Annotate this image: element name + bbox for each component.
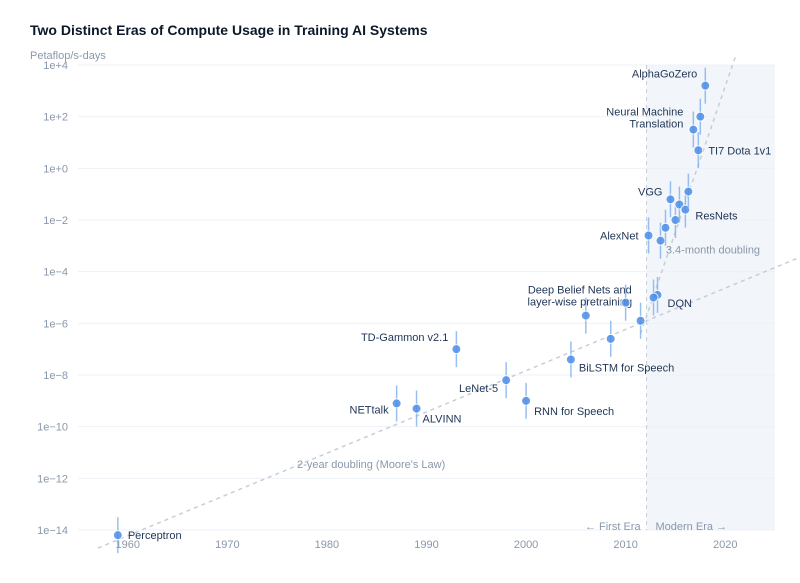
era-label: ← First Era [585,521,641,533]
modern-era-band [647,65,775,530]
annotation: 2-year doubling (Moore's Law) [297,459,445,471]
point-label: Neural Machine [606,107,683,119]
point-label: LeNet-5 [459,383,498,395]
data-point [636,316,645,325]
y-tick-label: 1e−14 [37,525,68,537]
data-point [113,531,122,540]
point-label: DQN [668,298,693,310]
data-point [656,236,665,245]
point-label: BiLSTM for Speech [579,363,674,375]
x-tick-label: 2010 [613,539,637,551]
data-point [566,355,575,364]
data-point [412,404,421,413]
y-tick-label: 1e+2 [43,112,68,124]
data-point [671,216,680,225]
y-tick-label: 1e−6 [43,318,68,330]
data-point [392,399,401,408]
data-point [522,396,531,405]
point-label: Deep Belief Nets and [528,285,632,297]
x-tick-label: 2000 [514,539,538,551]
data-point [452,345,461,354]
data-point [502,376,511,385]
data-point [684,187,693,196]
x-tick-label: 1990 [414,539,438,551]
annotation: 3.4-month doubling [666,245,760,257]
data-point [694,146,703,155]
x-tick-label: 2020 [713,539,737,551]
data-point [644,231,653,240]
data-point [661,223,670,232]
data-point [621,298,630,307]
point-label: TI7 Dota 1v1 [708,145,771,157]
point-label: TD-Gammon v2.1 [361,332,448,344]
compute-eras-chart: 1e−14 1e−12 1e−10 1e−8 1e−6 1e−4 1e−2 1e+0 1e+2 1… [0,0,800,583]
y-tick-label: 1e−8 [43,370,68,382]
y-tick-label: 1e−12 [37,473,68,485]
point-label: layer-wise pretraining [528,297,633,309]
y-tick-label: 1e−2 [43,215,68,227]
point-label: ALVINN [423,414,462,426]
data-point [606,334,615,343]
point-label: Perceptron [128,530,182,542]
point-label: RNN for Speech [534,406,614,418]
x-tick-label: 1970 [215,539,239,551]
data-point [689,125,698,134]
point-label: ResNets [695,211,738,223]
x-tick-label: 1980 [315,539,339,551]
era-label: Modern Era → [656,521,728,533]
y-tick-label: 1e−10 [37,422,68,434]
data-point [666,195,675,204]
y-tick-label: 1e+0 [43,163,68,175]
data-point [701,81,710,90]
point-label: Translation [629,119,683,131]
data-point [649,293,658,302]
point-label: NETtalk [350,404,390,416]
data-point [581,311,590,320]
data-point [696,112,705,121]
point-label: AlexNet [600,231,639,243]
point-label: AlphaGoZero [632,69,697,81]
y-tick-label: 1e−4 [43,267,68,279]
y-tick-label: 1e+4 [43,60,68,72]
point-label: VGG [638,186,662,198]
